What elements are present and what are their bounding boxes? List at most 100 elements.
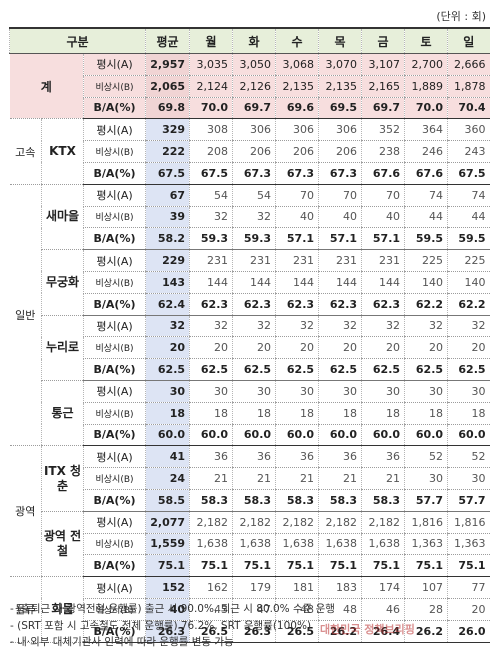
value-cell: 48: [275, 598, 319, 621]
value-cell: 57.1: [275, 227, 319, 251]
value-cell: 231: [189, 249, 233, 272]
value-cell: 52: [404, 445, 448, 469]
value-cell: 44: [404, 206, 448, 229]
value-cell: 3,107: [361, 53, 405, 76]
value-cell: 306: [275, 118, 319, 142]
value-cell: 206: [275, 140, 319, 163]
table-row: 광역 ITX 청춘 평시(A) 41 36 36 36 36 36 52 52: [9, 445, 490, 578]
value-cell: 21: [189, 467, 233, 490]
value-cell: 75.1: [275, 554, 319, 578]
metric-label: 평시(A): [82, 249, 146, 272]
value-cell: 30: [189, 380, 233, 403]
value-cell: 2,165: [361, 75, 405, 98]
table-row: 비상시(B) 39 32 32 40 40 40 44 44: [10, 206, 490, 229]
value-cell: 60.0: [232, 424, 276, 447]
value-cell: 69.6: [275, 97, 319, 120]
value-cell: 58.2: [145, 227, 190, 251]
value-cell: 60.0: [318, 424, 362, 447]
value-cell: 162: [189, 576, 233, 599]
table-row: 비상시(B) 40 43 47 48 48 46 28 20: [10, 598, 490, 621]
value-cell: 62.5: [361, 358, 405, 381]
value-cell: 18: [232, 402, 276, 425]
value-cell: 62.2: [447, 293, 490, 316]
value-cell: 174: [361, 576, 405, 599]
value-cell: 70.0: [404, 97, 448, 120]
table-row: B/A(%) 58.5 58.3 58.3 58.3 58.3 58.3 57.7 57.7: [10, 489, 490, 512]
value-cell: 69.7: [232, 97, 276, 120]
value-cell: 32: [275, 315, 319, 338]
value-cell: 62.5: [447, 358, 490, 381]
value-cell: 58.3: [232, 489, 276, 512]
value-cell: 60.0: [275, 424, 319, 447]
value-cell: 18: [318, 402, 362, 425]
metric-label: 평시(A): [82, 184, 146, 207]
value-cell: 60.0: [189, 424, 233, 447]
header-sun: 일: [447, 27, 490, 54]
value-cell: 18: [361, 402, 405, 425]
value-cell: 206: [232, 140, 276, 163]
value-cell: 36: [275, 445, 319, 469]
value-cell: 75.1: [189, 554, 233, 578]
value-cell: 20: [275, 336, 319, 360]
value-cell: 59.3: [232, 227, 276, 251]
value-cell: 306: [232, 118, 276, 142]
metric-label: 비상시(B): [82, 598, 146, 621]
value-cell: 32: [232, 315, 276, 338]
value-cell: 2,666: [447, 53, 490, 76]
value-cell: 28: [404, 598, 448, 621]
value-cell: 1,638: [275, 533, 319, 556]
value-cell: 67.3: [318, 162, 362, 185]
value-cell: 67.5: [189, 162, 233, 185]
value-cell: 2,126: [232, 75, 276, 98]
value-cell: 67.6: [404, 162, 448, 185]
metric-label: B/A(%): [82, 293, 146, 316]
metric-label: B/A(%): [82, 554, 146, 578]
note-item: - (출퇴근 시 광역전철 운행률) 출근 시 90.0%, 퇴근 시 80.0…: [10, 603, 335, 615]
value-cell: 57.1: [318, 227, 362, 251]
value-cell: 36: [232, 445, 276, 469]
value-cell: 75.1: [361, 554, 405, 578]
value-cell: 67.3: [275, 162, 319, 185]
value-cell: 26.2: [404, 620, 448, 643]
value-cell: 308: [189, 118, 233, 142]
metric-label: 평시(A): [82, 445, 146, 469]
value-cell: 144: [232, 271, 276, 294]
value-cell: 67.6: [361, 162, 405, 185]
value-cell: 62.5: [318, 358, 362, 381]
value-cell: 58.3: [318, 489, 362, 512]
value-cell: 26.2: [318, 620, 362, 643]
value-cell: 30: [232, 380, 276, 403]
table-row: 비상시(B) 24 21 21 21 21 21 30 30: [10, 467, 490, 490]
value-cell: 69.5: [318, 97, 362, 120]
metric-label: 평시(A): [82, 380, 146, 403]
value-cell: 231: [232, 249, 276, 272]
value-cell: 225: [447, 249, 490, 272]
value-cell: 52: [447, 445, 490, 469]
table-row: 광역 전철 평시(A) 2,077 2,182 2,182 2,182 2,182 2,182…: [10, 511, 490, 578]
table-row: 일반 새마을 평시(A) 67 54 54 70 70 70 74 74: [9, 184, 490, 447]
value-cell: 62.5: [189, 358, 233, 381]
value-cell: 2,124: [189, 75, 233, 98]
value-cell: 152: [145, 576, 190, 599]
unit-label: (단위 : 회): [436, 10, 486, 23]
header-row: 구분 평균 월 화 수 목 금 토 일: [8, 27, 490, 54]
value-cell: 20: [404, 336, 448, 360]
value-cell: 41: [145, 445, 190, 469]
value-cell: 70: [361, 184, 405, 207]
value-cell: 21: [275, 467, 319, 490]
metric-label: 비상시(B): [82, 271, 146, 294]
value-cell: 26.5: [275, 620, 319, 643]
value-cell: 48: [318, 598, 362, 621]
subcategory-label: 통근: [41, 380, 84, 447]
value-cell: 18: [447, 402, 490, 425]
table-row: B/A(%) 67.5 67.5 67.3 67.3 67.3 67.6 67.6 67.5: [10, 162, 490, 185]
value-cell: 144: [361, 271, 405, 294]
header-tue: 화: [232, 27, 276, 54]
value-cell: 18: [189, 402, 233, 425]
value-cell: 40: [318, 206, 362, 229]
value-cell: 40: [145, 598, 190, 621]
value-cell: 26.5: [189, 620, 233, 643]
total-label: 계: [9, 53, 84, 120]
value-cell: 229: [145, 249, 190, 272]
metric-label: 평시(A): [82, 315, 146, 338]
